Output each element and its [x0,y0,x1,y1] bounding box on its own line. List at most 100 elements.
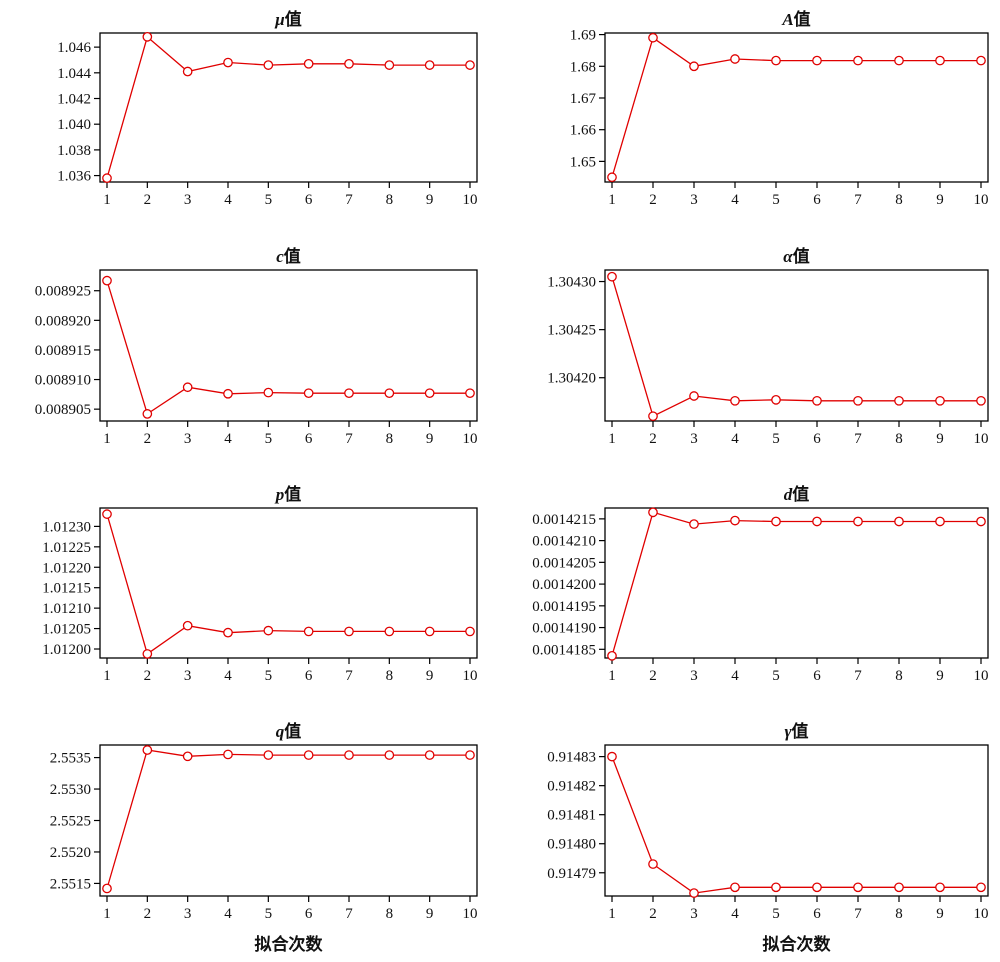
y-tick-label: 1.01220 [42,560,91,576]
x-tick-label: 8 [386,192,394,208]
data-point [102,173,112,183]
data-point [935,882,945,893]
x-tick-label: 8 [895,668,903,684]
data-point [424,750,435,760]
x-tick-label: 4 [731,431,739,447]
y-tick-label: 2.5535 [50,751,91,767]
x-tick-label: 1 [608,906,616,922]
x-tick-label: 5 [772,668,780,684]
data-point [730,54,740,64]
series-line [106,749,470,889]
data-point [812,882,822,893]
chart-title-suffix: 值 [285,9,302,29]
y-tick-label: 0.0014200 [532,577,596,593]
x-tick-label: 9 [426,906,434,922]
data-point [142,409,153,419]
chart-title: μ值 [274,9,301,29]
chart-title-suffix: 值 [284,721,301,741]
x-tick-label: 10 [463,668,478,684]
data-point [182,620,193,631]
x-tick-label: 2 [144,906,152,922]
plot-frame [604,507,989,659]
series-line [106,280,470,415]
chart-title-suffix: 值 [794,9,811,29]
plot-frame [99,507,478,659]
chart-title: p值 [274,484,302,504]
data-point [223,388,233,399]
x-tick-label: 2 [649,431,657,447]
y-tick-label: 1.01230 [42,519,91,535]
y-tick-label: 2.5525 [50,814,91,830]
x-tick-label: 2 [144,431,152,447]
data-point [812,395,822,406]
x-tick-label: 1 [103,192,111,208]
x-tick-label: 7 [854,906,862,922]
chart-title-variable: c [276,247,284,266]
x-tick-label: 2 [649,906,657,922]
data-point [894,882,904,893]
x-tick-label: 10 [974,192,989,208]
data-point [935,395,945,406]
x-tick-label: 10 [974,431,989,447]
chart-title: c值 [276,246,301,266]
y-tick-label: 0.0014215 [532,512,596,528]
data-point [424,60,435,70]
chart-title-variable: α [783,247,793,266]
y-tick-label: 1.038 [57,143,91,159]
x-tick-label: 8 [386,431,394,447]
data-point [182,751,193,762]
data-point [648,859,658,869]
x-tick-label: 4 [224,668,232,684]
x-tick-label: 3 [184,192,192,208]
data-point [976,395,986,406]
y-tick-label: 2.5515 [50,876,91,892]
y-tick-label: 1.01200 [42,642,91,658]
x-tick-label: 6 [813,431,821,447]
x-tick-label: 3 [690,192,698,208]
x-tick-label: 5 [265,668,273,684]
x-tick-label: 6 [813,668,821,684]
chart-title-variable: p [274,485,285,504]
data-point [303,626,314,637]
data-point [689,391,699,401]
chart-title: A值 [781,9,810,29]
x-tick-label: 5 [772,906,780,922]
y-tick-label: 1.036 [57,169,91,185]
data-point [853,516,863,527]
series-line [611,276,981,418]
chart-title-variable: q [276,722,285,741]
y-tick-label: 0.0014195 [532,599,596,615]
data-point [424,626,435,637]
y-tick-label: 1.30420 [547,371,596,387]
data-point [384,750,395,760]
x-tick-label: 6 [813,192,821,208]
data-point [223,57,233,68]
y-tick-label: 1.67 [570,91,597,107]
x-tick-label: 7 [345,668,353,684]
chart-title-variable: A [781,10,793,29]
x-tick-label: 8 [895,431,903,447]
y-tick-label: 1.042 [57,92,91,108]
series-line [611,511,981,656]
data-point [976,882,986,893]
data-point [607,271,617,282]
data-point [976,516,986,527]
y-tick-label: 1.044 [57,66,91,82]
chart-title: α值 [783,246,809,266]
x-tick-label: 4 [731,192,739,208]
y-tick-label: 0.0014210 [532,534,596,550]
x-tick-label: 7 [854,431,862,447]
x-tick-label: 2 [649,668,657,684]
data-point [853,882,863,893]
x-tick-label: 10 [463,906,478,922]
data-point [771,55,781,66]
x-axis-title: 拟合次数 [763,934,832,954]
x-tick-label: 8 [895,192,903,208]
x-tick-label: 7 [345,906,353,922]
chart-title: d值 [784,484,810,504]
data-point [976,55,986,66]
plot-frame [604,744,989,897]
x-tick-label: 2 [144,192,152,208]
data-point [424,388,435,399]
